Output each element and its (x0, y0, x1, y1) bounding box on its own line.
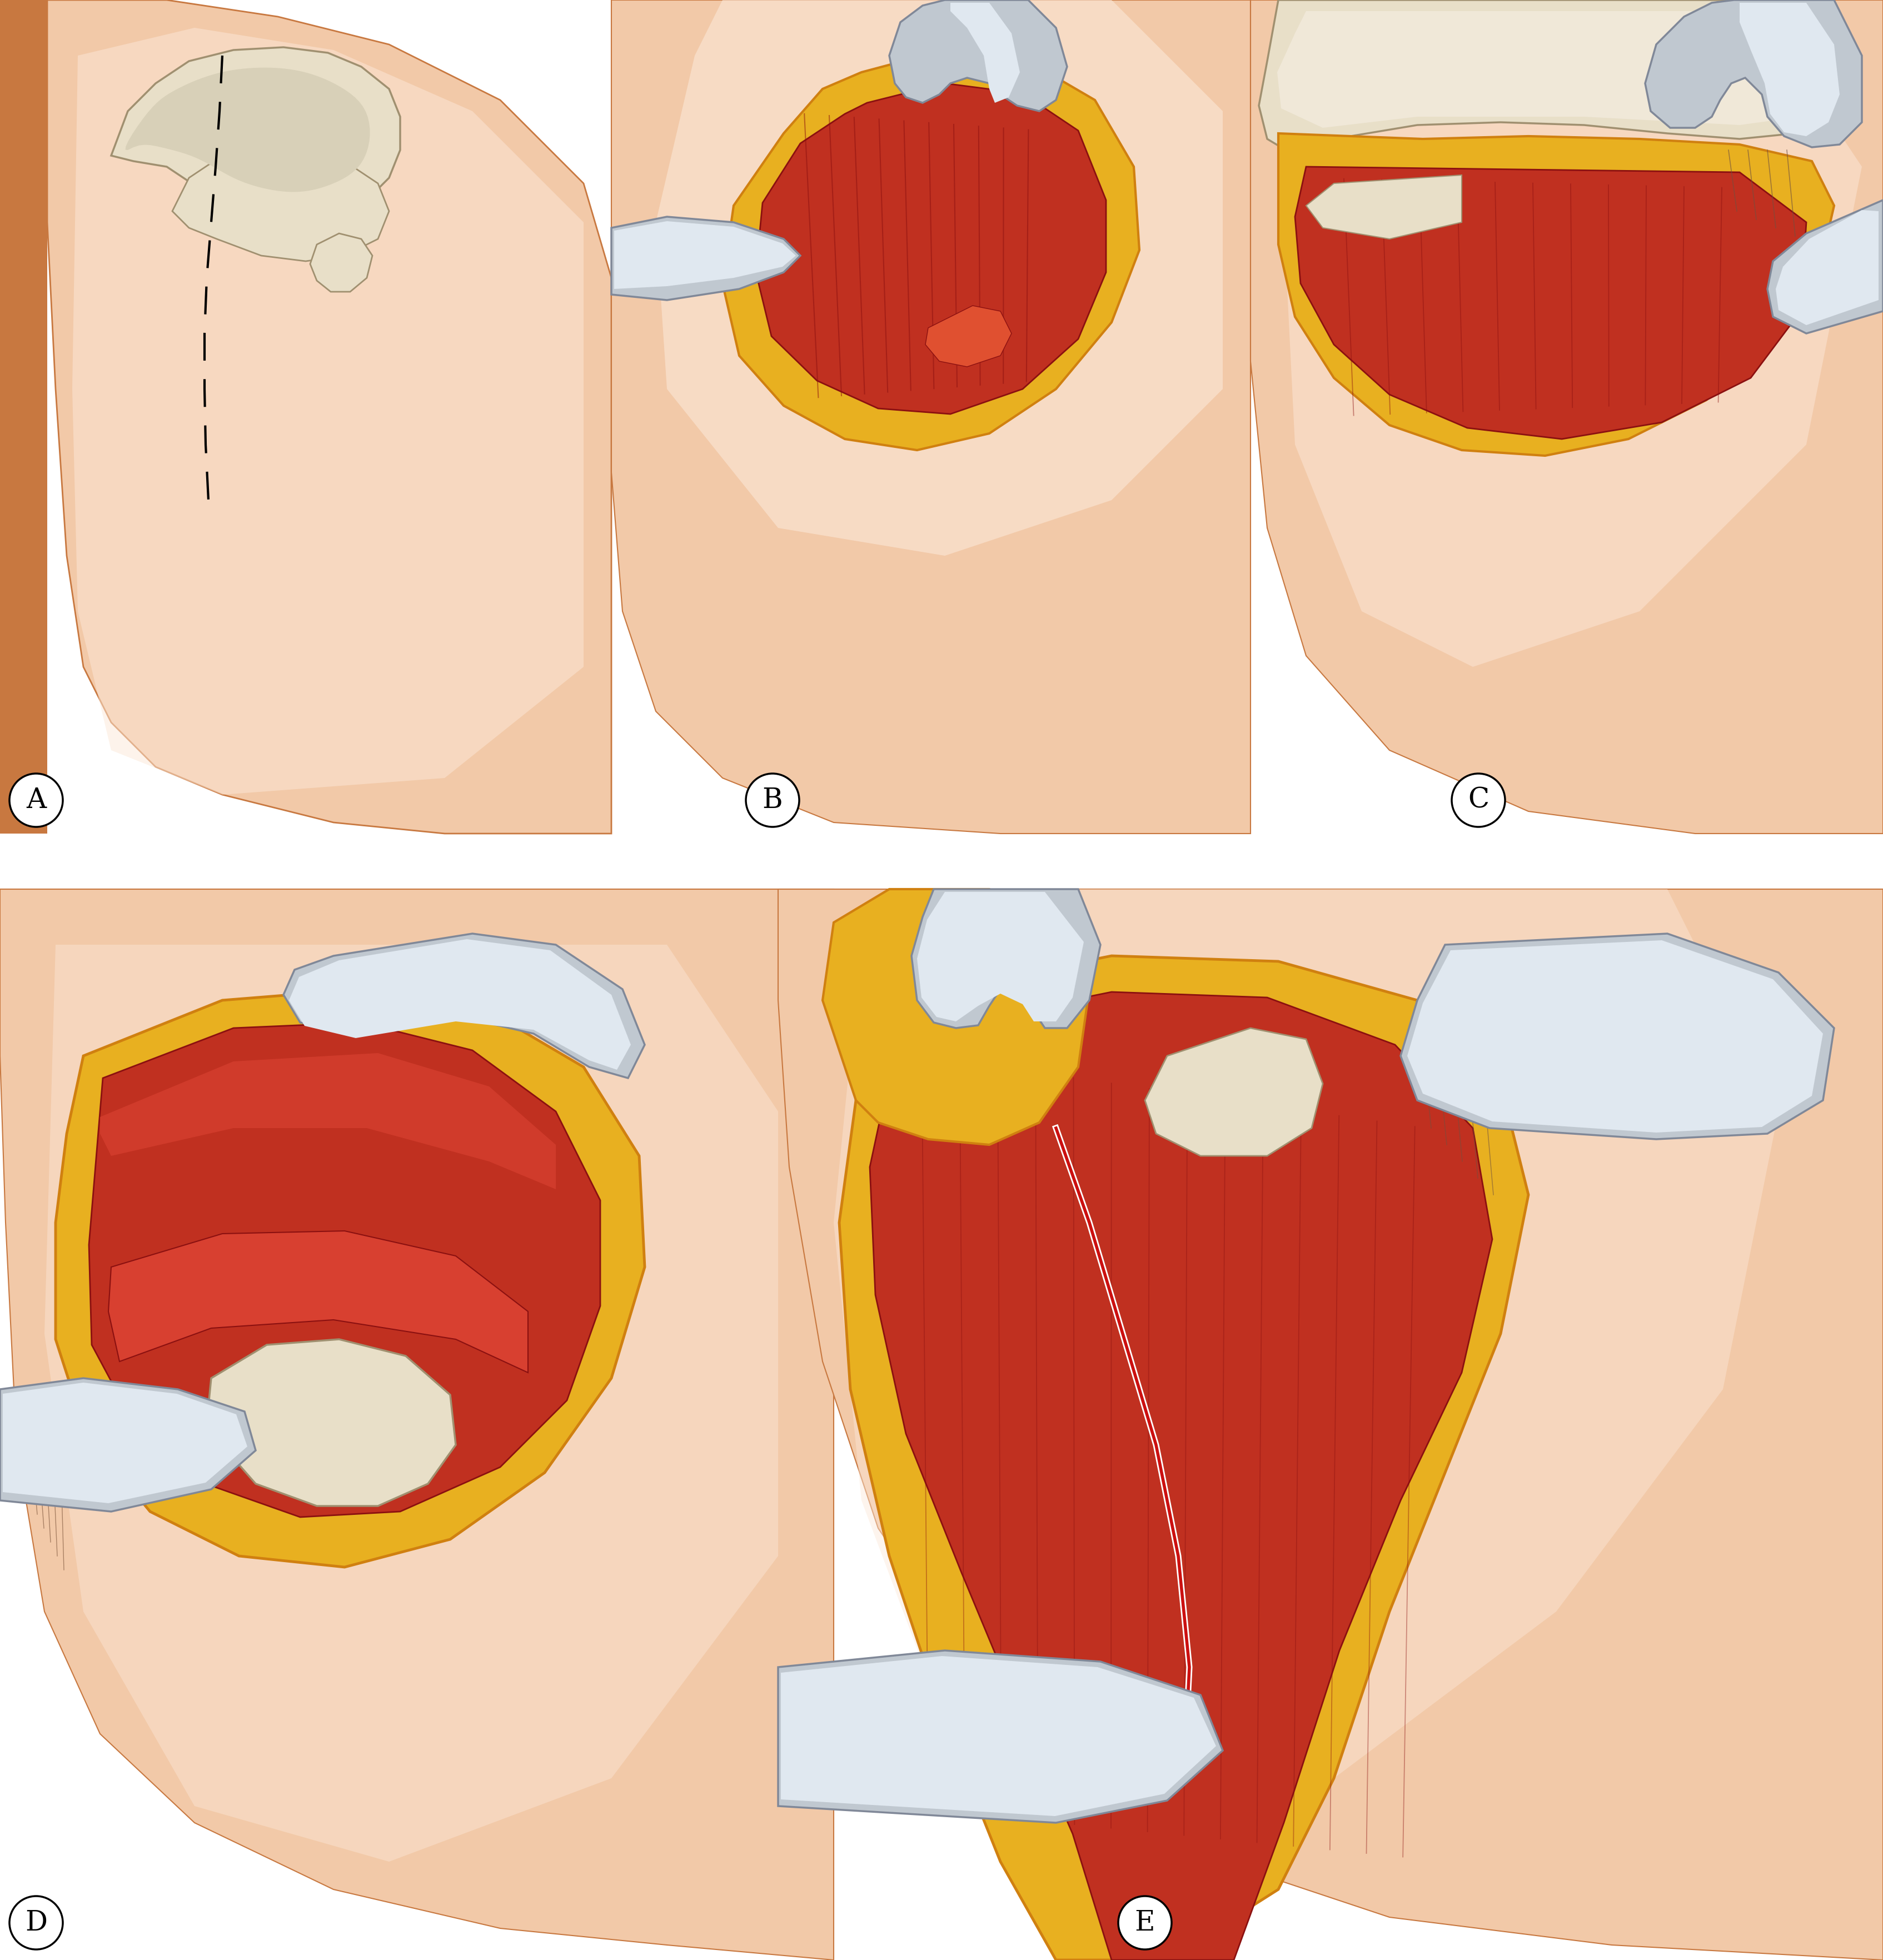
Polygon shape (47, 0, 612, 833)
Polygon shape (612, 0, 1250, 833)
Polygon shape (870, 992, 1493, 1960)
Polygon shape (209, 1339, 456, 1505)
Text: A: A (26, 786, 47, 813)
Polygon shape (1740, 2, 1840, 135)
Polygon shape (911, 890, 1100, 1029)
Polygon shape (288, 939, 631, 1070)
Polygon shape (171, 145, 390, 261)
Polygon shape (109, 1231, 527, 1372)
Circle shape (9, 774, 62, 827)
Polygon shape (925, 306, 1011, 367)
Polygon shape (1407, 941, 1823, 1133)
Polygon shape (1145, 1029, 1322, 1156)
Polygon shape (781, 1656, 1216, 1817)
Text: D: D (24, 1909, 47, 1936)
Polygon shape (1646, 0, 1862, 147)
Polygon shape (834, 890, 1779, 1835)
Polygon shape (840, 956, 1529, 1960)
Circle shape (9, 1895, 62, 1950)
Circle shape (1452, 774, 1505, 827)
Polygon shape (614, 221, 797, 288)
Polygon shape (45, 945, 778, 1862)
Polygon shape (1250, 0, 1883, 833)
Polygon shape (89, 1023, 601, 1517)
Polygon shape (1768, 200, 1883, 333)
Polygon shape (823, 890, 1090, 1145)
Circle shape (746, 774, 798, 827)
Polygon shape (284, 933, 644, 1078)
Polygon shape (1260, 0, 1851, 155)
Polygon shape (951, 2, 1021, 102)
Polygon shape (778, 890, 1883, 1960)
Polygon shape (1401, 933, 1834, 1139)
Polygon shape (723, 51, 1139, 451)
Polygon shape (311, 233, 373, 292)
Circle shape (1119, 1895, 1171, 1950)
Polygon shape (72, 27, 584, 794)
Text: C: C (1467, 786, 1489, 813)
Polygon shape (1279, 133, 1834, 455)
Polygon shape (1277, 12, 1828, 127)
Polygon shape (612, 218, 800, 300)
Polygon shape (1296, 167, 1806, 439)
Polygon shape (1776, 210, 1879, 325)
Polygon shape (889, 0, 1068, 112)
Polygon shape (2, 1382, 247, 1503)
Polygon shape (111, 47, 401, 221)
Text: B: B (763, 786, 783, 813)
Polygon shape (778, 1650, 1222, 1823)
Polygon shape (0, 0, 47, 833)
Polygon shape (1307, 174, 1461, 239)
Polygon shape (755, 84, 1105, 414)
Text: E: E (1135, 1909, 1154, 1936)
Polygon shape (1284, 0, 1862, 666)
Polygon shape (56, 990, 644, 1568)
Polygon shape (0, 1378, 256, 1511)
Polygon shape (0, 890, 834, 1960)
Polygon shape (917, 892, 1085, 1021)
Polygon shape (126, 67, 369, 192)
Polygon shape (100, 1053, 555, 1190)
Polygon shape (655, 0, 1222, 557)
